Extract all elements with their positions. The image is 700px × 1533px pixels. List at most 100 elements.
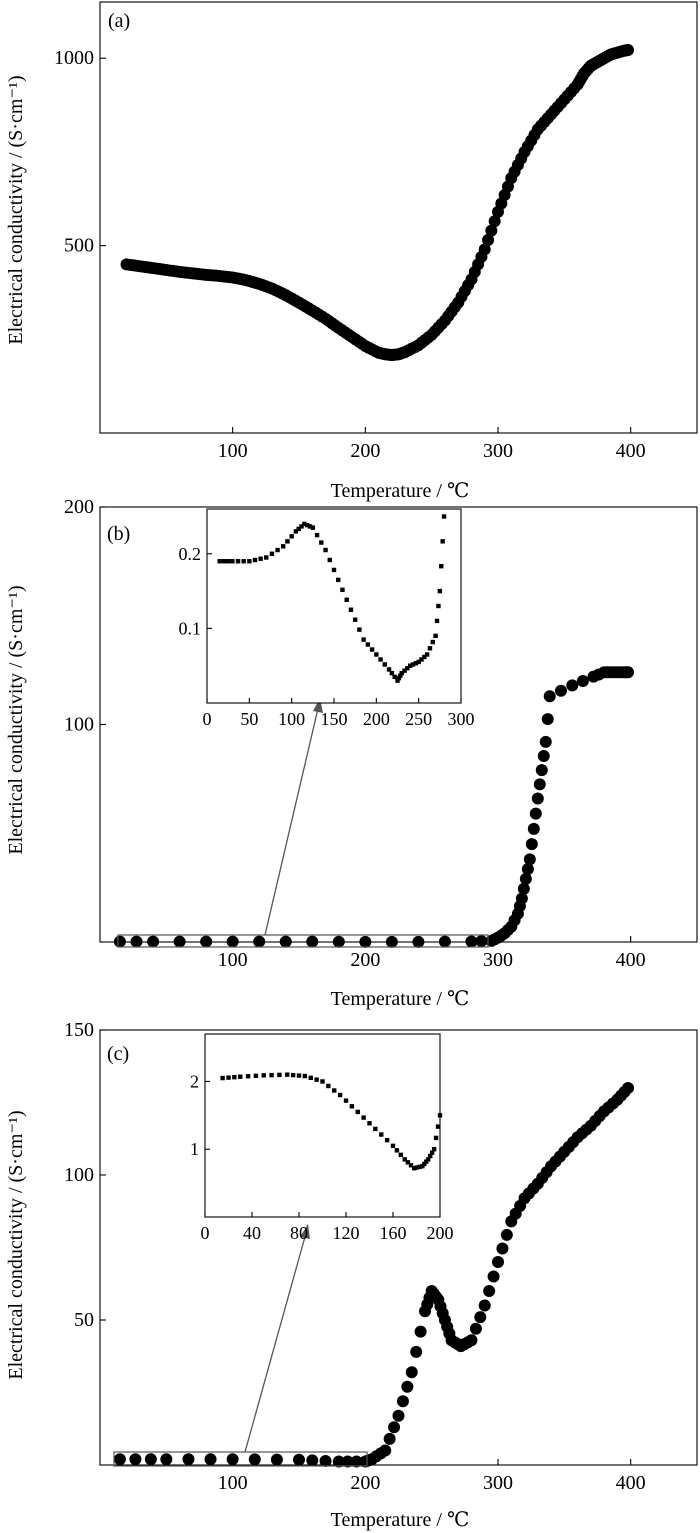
panel-b-inset-data-point xyxy=(382,662,387,667)
panel-b-inset-data-point xyxy=(357,627,362,632)
panel-b-inset-data-point xyxy=(386,667,392,672)
panel-c-inset-data-point xyxy=(390,1143,396,1149)
panel-b-inset-data-point xyxy=(427,646,433,651)
panel-c-inset-data-point xyxy=(433,1135,439,1141)
panel-b-inset-background xyxy=(207,509,461,703)
panel-b-data-point xyxy=(200,935,213,948)
panel-b-inset-x-tick-label: 0 xyxy=(203,709,212,729)
panel-c-inset-background xyxy=(205,1034,440,1217)
panel-b-inset-series xyxy=(217,514,447,683)
panel-b-inset-data-point xyxy=(323,547,328,553)
panel-b-inset-data-point xyxy=(304,522,310,528)
panel-c-inset-data-point xyxy=(402,1157,407,1162)
panel-b-x-ticks: 100 200 300 400 xyxy=(218,936,646,971)
panel-c-inset-data-point xyxy=(431,1147,437,1152)
panel-c-data-point xyxy=(248,1453,261,1466)
panel-b-data-point xyxy=(306,935,319,948)
panel-b-inset-data-point xyxy=(299,524,304,529)
panel-c-data-point xyxy=(405,1366,418,1379)
panel-b-data-point xyxy=(533,778,546,791)
panel-c-data-point xyxy=(401,1380,414,1393)
panel-c-inset-data-point xyxy=(343,1098,349,1103)
panel-c-data-point xyxy=(500,1228,513,1241)
panel-b-data-point xyxy=(531,792,544,805)
panel-b-data-point xyxy=(539,735,552,748)
panel-b-zoom-region-box xyxy=(117,934,489,948)
panel-b-inset-x-tick-label: 50 xyxy=(240,709,258,729)
panel-c-inset-data-point xyxy=(408,1163,414,1168)
panel-b-inset-y-tick-label: 0.2 xyxy=(179,544,202,564)
panel-c-inset-data-point xyxy=(232,1074,237,1080)
panel-c-inset-data-point xyxy=(361,1115,366,1120)
panel-b-y-ticks: 100 200 xyxy=(64,496,106,736)
panel-c-inset-data-point xyxy=(437,1113,443,1118)
panel-c-inset-x-tick-label: 120 xyxy=(333,1223,360,1243)
panel-b-inset-data-point xyxy=(419,657,424,662)
panel-b-inset-x-tick-label: 200 xyxy=(363,709,390,729)
panel-c-zoom-region-box xyxy=(113,1451,368,1467)
panel-c-inset-data-point xyxy=(302,1073,308,1079)
panel-c-inset-y-tick-label: 1 xyxy=(190,1139,199,1159)
panel-c-inset-data-point xyxy=(332,1088,337,1093)
panel-a-x-axis-title: Temperature / ℃ xyxy=(331,480,470,502)
panel-c-data-point xyxy=(388,1421,401,1434)
panel-b-inset-data-point xyxy=(310,525,316,530)
panel-b-inset-y-ticks: 0.1 0.2 xyxy=(179,544,212,638)
panel-c-data-point xyxy=(182,1453,195,1466)
panel-c-inset-data-point xyxy=(420,1163,425,1169)
panel-c-inset-data-point xyxy=(398,1152,404,1158)
panel-c-inset-data-point xyxy=(428,1153,433,1159)
panel-c-data-point xyxy=(483,1285,496,1297)
panel-c-frame xyxy=(99,1029,698,1466)
panel-c-data-point xyxy=(293,1453,305,1466)
panel-b-inset-data-point xyxy=(361,637,366,642)
panel-c-callout-arrowhead xyxy=(300,1224,310,1239)
panel-b-callout-arrow xyxy=(264,699,321,936)
panel-a-data-point xyxy=(478,243,491,256)
panel-c-inset-data-point xyxy=(226,1075,231,1080)
panel-b-data-point xyxy=(253,935,266,948)
panel-c: (c) 100 200 300 400 50 100 150 0 40 80 120 160 200… xyxy=(5,1019,698,1531)
panel-a-data-point xyxy=(482,233,495,246)
panel-b-inset-data-point xyxy=(241,559,246,564)
panel-b-data-point xyxy=(465,935,478,948)
panel-b-inset-data-point xyxy=(275,547,280,553)
panel-a: (a) 100 200 300 400 500 1000 Temperature / ℃… xyxy=(5,1,698,502)
panel-b-y-tick-label: 200 xyxy=(64,496,94,518)
panel-b-inset-data-point xyxy=(402,668,407,673)
panel-a-y-tick-label: 500 xyxy=(64,235,94,257)
panel-b-data-point xyxy=(113,935,126,948)
panel-a-x-tick-label: 400 xyxy=(616,440,646,462)
panel-c-inset-data-point xyxy=(394,1148,400,1153)
panel-c-data-point xyxy=(414,1325,427,1338)
panel-a-series xyxy=(120,43,635,362)
panel-c-inset-data-point xyxy=(326,1083,331,1089)
panel-c-inset-data-point xyxy=(405,1160,411,1165)
panel-b-x-tick-label: 400 xyxy=(616,949,646,971)
panel-b-data-point xyxy=(543,690,556,703)
panel-c-data-point xyxy=(226,1453,239,1466)
panel-c-inset-data-point xyxy=(261,1073,266,1078)
panel-c-inset-x-tick-label: 80 xyxy=(290,1223,308,1243)
panel-b-inset-data-point xyxy=(285,539,290,544)
panel-b-inset-y-tick-label: 0.1 xyxy=(179,618,202,638)
panel-c-inset-data-point xyxy=(435,1124,441,1129)
panel-c-inset-data-point xyxy=(314,1077,319,1082)
panel-c-inset-data-point xyxy=(320,1079,325,1084)
panel-c-inset-y-ticks: 12 xyxy=(190,1071,210,1159)
panel-c-inset-data-point xyxy=(367,1121,372,1126)
panel-b-inset-data-point xyxy=(307,524,313,529)
panel-b-inset-data-point xyxy=(269,551,275,556)
panel-c-data-point xyxy=(396,1395,409,1408)
panel-b-inset-data-point xyxy=(424,652,430,657)
panel-c-data-point xyxy=(622,1082,635,1094)
panel-c-data-point xyxy=(341,1455,354,1468)
panel-c-data-point xyxy=(319,1454,332,1467)
panel-c-callout-arrow xyxy=(244,1225,309,1453)
panel-c-inset-y-tick-label: 2 xyxy=(190,1071,199,1091)
panel-b-inset-data-point xyxy=(230,559,235,564)
panel-c-x-tick-label: 100 xyxy=(218,1472,248,1494)
panel-b-data-point xyxy=(515,892,528,905)
panel-c-data-point xyxy=(350,1455,363,1468)
